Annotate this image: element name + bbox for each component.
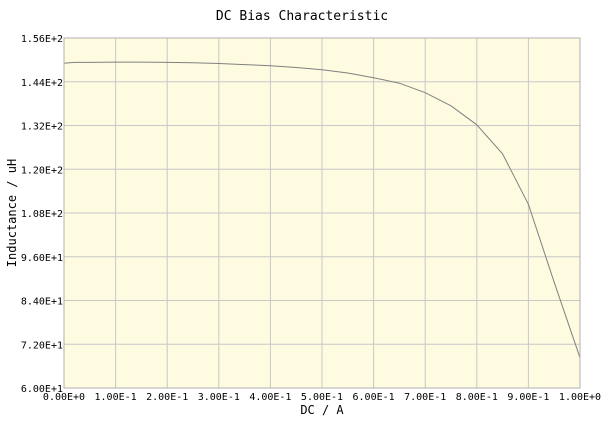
- y-tick-label: 1.44E+2: [21, 78, 63, 89]
- y-tick-labels: 6.00E+1 7.20E+1 8.40E+1 9.60E+1 1.08E+2 1.20E…: [21, 34, 63, 395]
- x-tick-label: 1.00E-1: [95, 392, 137, 403]
- y-tick-label: 9.60E+1: [21, 253, 63, 264]
- y-tick-label: 1.08E+2: [21, 209, 63, 220]
- plot-frame: [63, 37, 581, 389]
- x-tick-label: 9.00E-1: [507, 392, 549, 403]
- y-tick-label: 1.32E+2: [21, 122, 63, 133]
- chart-title: DC Bias Characteristic: [216, 9, 388, 24]
- series-group: [63, 61, 581, 358]
- y-tick-label: 6.00E+1: [21, 384, 63, 395]
- y-tick-label: 1.20E+2: [21, 165, 63, 176]
- x-tick-label: 0.00E+0: [43, 392, 85, 403]
- x-tick-label: 7.00E-1: [404, 392, 446, 403]
- x-tick-label: 2.00E-1: [146, 392, 188, 403]
- x-tick-label: 8.00E-1: [456, 392, 498, 403]
- x-axis-title: DC / A: [300, 403, 344, 417]
- x-tick-label: 1.00E+0: [559, 392, 601, 403]
- series-line: [63, 61, 581, 358]
- x-tick-label: 4.00E-1: [249, 392, 291, 403]
- x-tick-label: 6.00E-1: [353, 392, 395, 403]
- x-tick-label: 3.00E-1: [198, 392, 240, 403]
- y-tick-label: 8.40E+1: [21, 297, 63, 308]
- y-tick-label: 7.20E+1: [21, 340, 63, 351]
- y-tick-label: 1.56E+2: [21, 34, 63, 45]
- x-tick-labels: 0.00E+0 1.00E-1 2.00E-1 3.00E-1 4.00E-1 5.00E…: [43, 392, 601, 403]
- x-tick-label: 5.00E-1: [301, 392, 343, 403]
- y-axis-title: Inductance / uH: [5, 159, 19, 267]
